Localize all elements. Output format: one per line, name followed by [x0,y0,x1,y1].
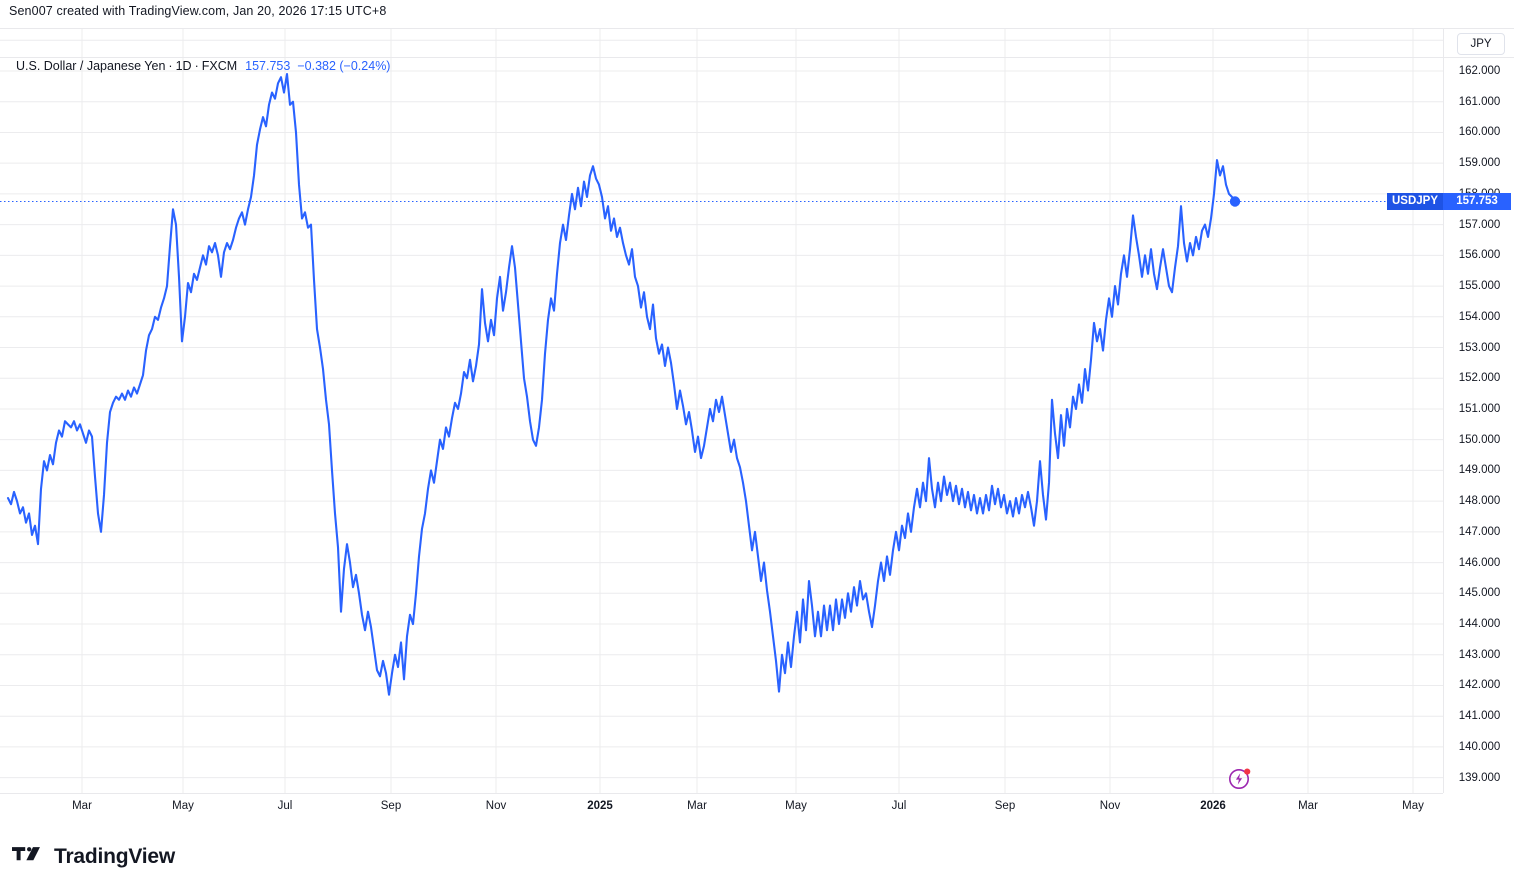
time-tick-label: Nov [1099,800,1121,812]
plot-area[interactable] [0,28,1443,793]
time-tick-label: Sep [994,800,1016,812]
symbol-legend[interactable]: U.S. Dollar / Japanese Yen · 1D · FXCM 1… [16,58,390,74]
time-tick-label: May [172,800,194,812]
tradingview-brand-text: TradingView [54,845,176,868]
legend-last-price: 157.753 [245,59,291,73]
time-tick-label: May [785,800,807,812]
current-price-badge[interactable]: USDJPY 157.753 [1387,192,1512,210]
tradingview-logo-icon [12,847,40,861]
time-tick-label: Sep [380,800,402,812]
legend-change: −0.382 (−0.24%) [297,59,391,73]
price-scale-unit-badge[interactable]: JPY [1457,33,1505,55]
price-tick-label: 160.000 [1458,126,1501,139]
price-tick-label: 159.000 [1458,157,1501,170]
current-price-badge-value: 157.753 [1443,192,1512,210]
price-chart-svg [0,28,1443,793]
time-tick-label: Jul [277,800,293,812]
time-tick-label: Jul [891,800,907,812]
legend-interval[interactable]: 1D [175,59,192,73]
price-tick-label: 153.000 [1458,341,1501,354]
price-tick-label: 156.000 [1458,249,1501,262]
attribution-text: Sen007 created with TradingView.com, Jan… [9,4,387,18]
legend-exchange[interactable]: FXCM [201,59,238,73]
price-tick-label: 149.000 [1458,464,1501,477]
horizontal-gridlines [0,39,1443,779]
price-scale[interactable]: JPY 163.000162.000161.000160.000159.0001… [1387,28,1514,793]
price-tick-label: 144.000 [1458,618,1501,631]
price-tick-label: 148.000 [1458,495,1501,508]
price-tick-label: 140.000 [1458,740,1501,753]
price-tick-label: 155.000 [1458,280,1501,293]
time-tick-label: Mar [72,800,92,812]
price-tick-label: 154.000 [1458,310,1501,323]
last-price-marker [1229,196,1241,207]
time-tick-label: Nov [485,800,507,812]
price-tick-label: 141.000 [1458,710,1501,723]
price-series-line [6,73,1237,696]
legend-separator-2: · [194,59,199,73]
vertical-gridlines [81,28,1414,793]
price-tick-label: 139.000 [1458,771,1501,784]
tradingview-footer: TradingView [12,845,175,869]
price-tick-label: 150.000 [1458,433,1501,446]
time-tick-label: 2026 [1200,800,1226,812]
price-tick-label: 151.000 [1458,402,1501,415]
bolt-icon[interactable] [1227,765,1253,796]
time-scale[interactable]: Mar May Jul Sep Nov 2025 Mar May Jul Sep Nov 2026 Ma… [0,793,1443,821]
price-tick-label: 157.000 [1458,218,1501,231]
chart-container: U.S. Dollar / Japanese Yen · 1D · FXCM 1… [0,28,1514,821]
price-tick-label: 161.000 [1458,95,1501,108]
price-tick-label: 143.000 [1458,648,1501,661]
price-tick-label: 147.000 [1458,525,1501,538]
legend-separator-1: · [168,59,173,73]
price-tick-label: 142.000 [1458,679,1501,692]
current-price-badge-symbol: USDJPY [1387,192,1444,210]
time-tick-label: Mar [687,800,707,812]
price-tick-label: 145.000 [1458,587,1501,600]
price-tick-label: 152.000 [1458,372,1501,385]
time-tick-label: 2025 [587,800,613,812]
time-tick-label: May [1402,800,1424,812]
legend-symbol-name[interactable]: U.S. Dollar / Japanese Yen [16,59,166,73]
price-tick-label: 146.000 [1458,556,1501,569]
price-tick-label: 162.000 [1458,65,1501,77]
time-tick-label: Mar [1298,800,1318,812]
